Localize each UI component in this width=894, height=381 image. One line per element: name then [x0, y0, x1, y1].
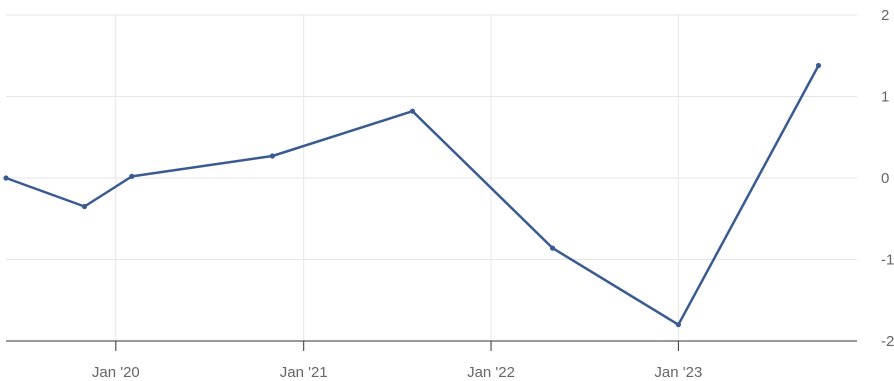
y-tick-label: 2 — [881, 7, 889, 24]
x-axis — [6, 340, 857, 351]
series-layer — [3, 62, 822, 328]
y-axis-labels: 2 1 0 -1 -2 — [881, 7, 894, 350]
data-point[interactable] — [81, 203, 88, 210]
data-point[interactable] — [269, 153, 275, 159]
y-tick-label: -1 — [881, 252, 894, 269]
data-point[interactable] — [3, 175, 9, 181]
data-point[interactable] — [815, 62, 822, 69]
data-point[interactable] — [409, 108, 416, 114]
series-line — [4, 64, 820, 326]
x-tick-label: Jan '20 — [92, 364, 140, 381]
data-point[interactable] — [675, 322, 682, 328]
data-point[interactable] — [550, 245, 556, 251]
y-tick-label: 1 — [881, 89, 889, 106]
x-tick-label: Jan '23 — [654, 364, 702, 381]
x-tick-label: Jan '21 — [280, 364, 328, 381]
grid — [6, 14, 857, 341]
y-tick-label: 0 — [881, 170, 889, 187]
data-point[interactable] — [129, 173, 135, 179]
x-axis-labels: Jan '20 Jan '21 Jan '22 Jan '23 — [92, 364, 702, 381]
y-tick-label: -2 — [881, 333, 894, 350]
x-tick-label: Jan '22 — [467, 364, 515, 381]
